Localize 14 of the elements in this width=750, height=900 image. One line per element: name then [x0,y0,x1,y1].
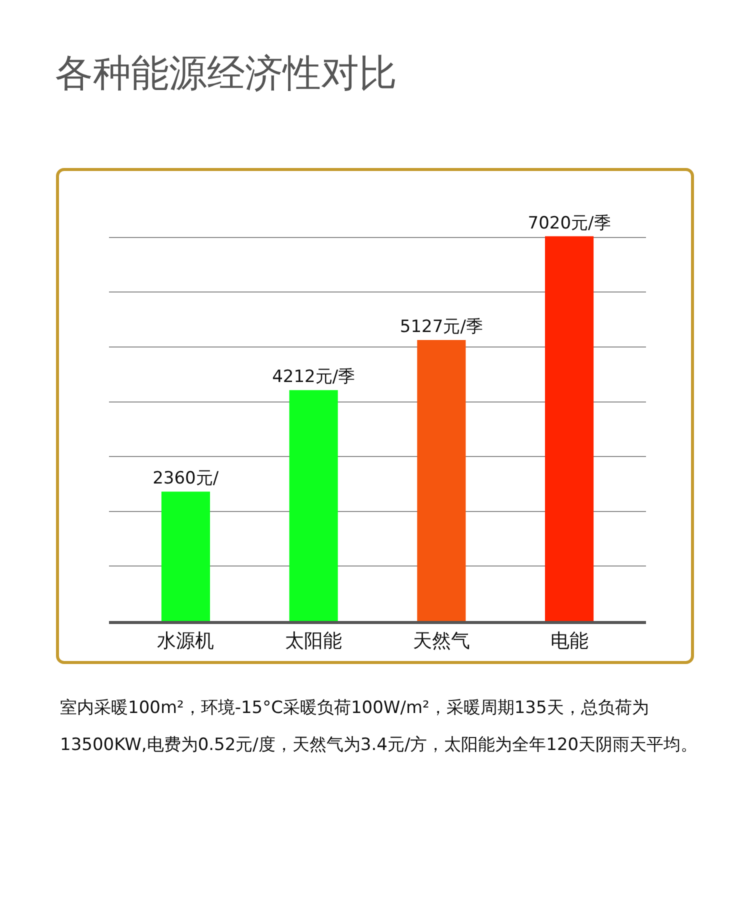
data-label: 2360元/ [152,468,219,489]
data-label: 4212元/季 [272,367,356,388]
text: 室内采暖100m²，环境-15°C采暖负荷100W/m²，采暖周期135天，总负荷为13500KW,电费为0.52元/度，天然气为3.4元/方，太阳能为全年120天阴雨天平均。 [60,697,699,757]
chart-title: 各种能源经济性对比 [55,50,397,97]
bar [161,492,210,621]
bar [417,340,466,621]
x-tick-label: 天然气 [412,630,470,652]
x-tick-label: 电能 [550,630,588,652]
data-label: 7020元/季 [528,213,611,234]
bar [289,390,338,621]
x-tick-label: 水源机 [157,630,214,652]
data-label: 5127元/季 [400,317,483,337]
bar [544,236,594,621]
x-tick-label: 太阳能 [285,630,342,652]
